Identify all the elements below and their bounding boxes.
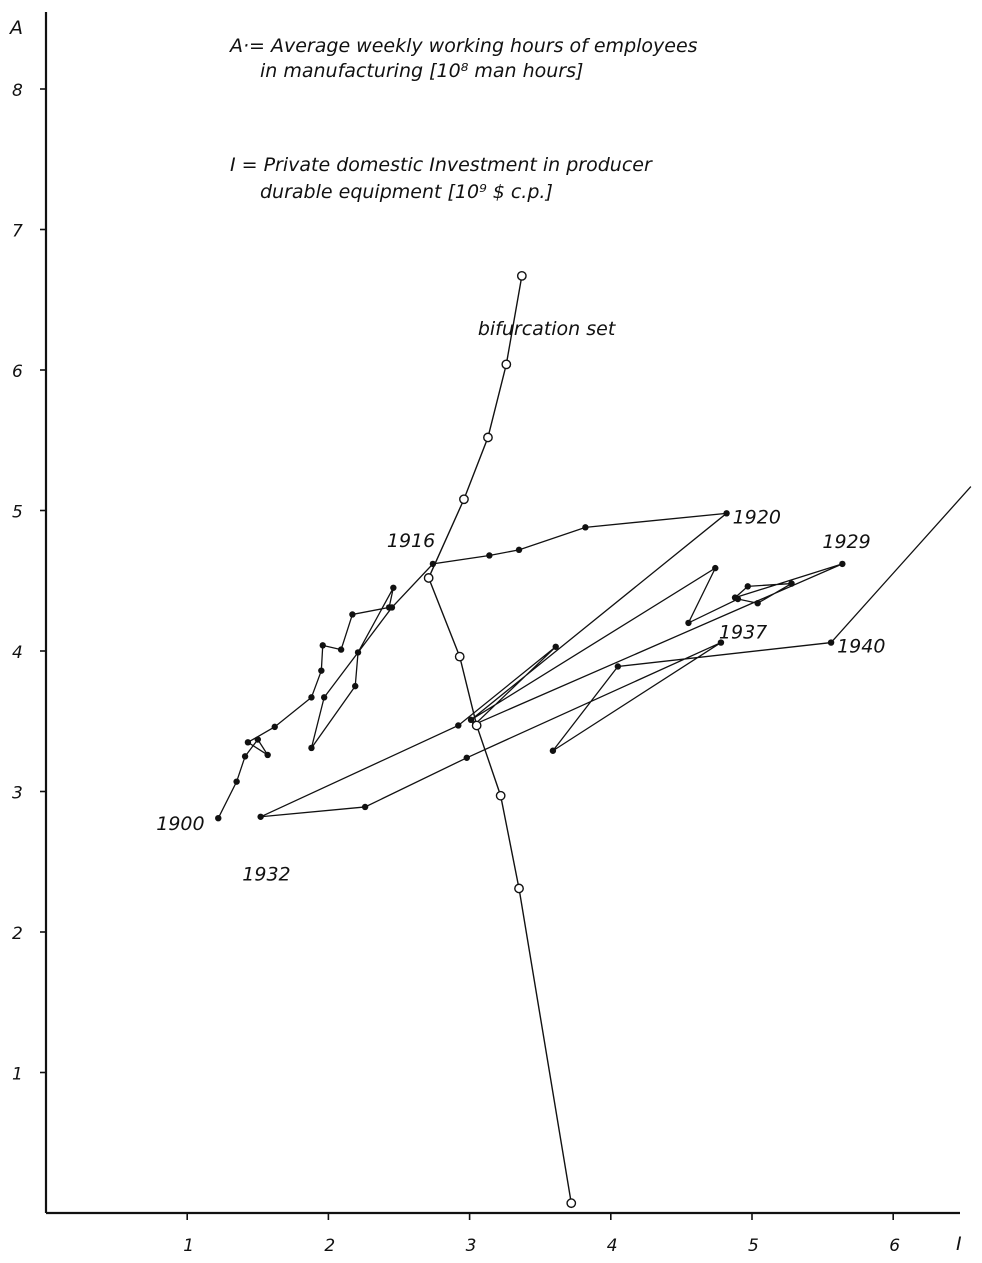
bifurcation-set-point [454, 651, 465, 662]
y-tick-label-6: 6 [12, 362, 23, 382]
trajectory-point [515, 546, 523, 554]
trajectory-point [254, 736, 261, 743]
bifurcation-set-line [427, 275, 572, 1204]
trajectory-point [388, 604, 396, 611]
trajectory-point [271, 723, 278, 731]
trajectory-point [549, 747, 557, 754]
legend-line-3: I = Private domestic Investment in produ… [230, 154, 653, 176]
year-label-1929: 1929 [822, 531, 870, 553]
bifurcation-set-point [471, 720, 482, 731]
trajectory-point [839, 560, 846, 568]
y-tick-label-8: 8 [12, 81, 23, 101]
trajectory-point [354, 649, 362, 656]
year-label-1920: 1920 [733, 506, 781, 528]
year-label-1937: 1937 [719, 622, 767, 644]
bifurcation-set-point [514, 883, 524, 894]
legend-line-2: in manufacturing [10⁸ man hours] [260, 60, 583, 82]
trajectory-point [319, 642, 326, 649]
year-label-1940: 1940 [837, 636, 885, 658]
trajectory-point [318, 667, 325, 674]
x-axis-title: I [956, 1233, 962, 1255]
x-tick-label-2: 2 [324, 1236, 335, 1256]
y-tick-label-2: 2 [12, 924, 23, 944]
legend-line-4: durable equipment [10⁹ $ c.p.] [260, 181, 553, 203]
trajectory-point [712, 564, 719, 572]
trajectory-point [614, 663, 622, 670]
trajectory-point [744, 583, 751, 590]
axes: A I [8, 12, 962, 1255]
bifurcation-set-point [483, 432, 493, 443]
trajectory-point [788, 580, 795, 587]
trajectory-point [244, 739, 252, 746]
trajectory-point [320, 694, 328, 701]
bifurcation-set-point [459, 494, 469, 505]
y-tick-label-5: 5 [12, 503, 23, 523]
y-tick-label-4: 4 [12, 643, 23, 663]
trajectory-point [241, 753, 249, 760]
x-tick-label-4: 4 [607, 1236, 618, 1256]
trajectory-point [390, 584, 397, 591]
x-tick-label-1: 1 [183, 1236, 194, 1256]
trajectory-line [217, 486, 972, 819]
bifurcation-set-point [495, 790, 506, 801]
trajectory-point [467, 716, 475, 724]
x-tick-label-6: 6 [889, 1236, 900, 1256]
annotation-layer: 1900 1916 1920 1929 1932 1937 1940 bifurcation … [156, 318, 885, 886]
bifurcation-set-point [516, 270, 527, 281]
trajectory-point [257, 813, 264, 820]
trajectory-point [827, 639, 835, 646]
trajectory-point [361, 803, 369, 811]
ticks: 1 2 3 4 5 6 1 2 3 4 5 6 7 8 [12, 81, 900, 1256]
y-tick-label-1: 1 [12, 1065, 23, 1085]
bifurcation-set-point [566, 1198, 577, 1209]
x-tick-label-3: 3 [466, 1236, 477, 1256]
legend: A·= Average weekly working hours of empl… [228, 35, 698, 203]
trajectory-point [463, 754, 470, 761]
x-tick-label-5: 5 [748, 1236, 759, 1256]
series-layer [215, 270, 972, 1209]
bifurcation-set-point [501, 359, 512, 370]
trajectory-point [308, 744, 315, 752]
trajectory-point [486, 552, 493, 559]
legend-line-1: A·= Average weekly working hours of empl… [228, 35, 698, 57]
bifurcation-set-label: bifurcation set [478, 318, 617, 340]
y-tick-label-3: 3 [12, 784, 23, 804]
trajectory-point [455, 722, 462, 729]
trajectory-point [723, 510, 730, 517]
year-label-1932: 1932 [242, 863, 290, 885]
trajectory-point [308, 694, 315, 701]
year-label-1900: 1900 [156, 813, 204, 835]
trajectory-point [582, 524, 589, 531]
trajectory-point [264, 751, 271, 759]
trajectory-point [552, 643, 559, 650]
trajectory-point [352, 682, 359, 690]
trajectory-point [233, 778, 240, 785]
y-axis-title: A [8, 17, 23, 39]
trajectory-point [215, 814, 222, 822]
trajectory-point [685, 619, 692, 627]
trajectory-point [337, 646, 345, 653]
year-label-1916: 1916 [387, 530, 435, 552]
y-tick-label-7: 7 [12, 222, 23, 242]
trajectory-point [754, 600, 761, 607]
trajectory-point [731, 594, 739, 601]
trajectory-point [717, 639, 725, 646]
trajectory-point [349, 611, 356, 618]
bifurcation-set-point [423, 573, 434, 583]
